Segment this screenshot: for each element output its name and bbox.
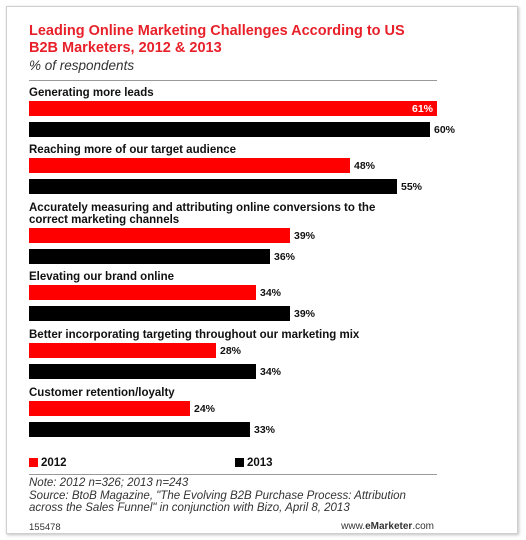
chart-frame	[6, 6, 518, 534]
value-label-2012: 34%	[260, 287, 282, 299]
bar-chart: Generating more leads 61%60% Reaching more…	[29, 87, 456, 437]
value-label-2013: 33%	[254, 424, 276, 436]
legend-item-2012: 2012	[29, 457, 67, 469]
value-label-2013: 39%	[294, 308, 316, 320]
legend-label-2012: 2012	[41, 457, 67, 469]
value-label-2013: 34%	[260, 366, 282, 378]
value-label-2013: 36%	[274, 251, 296, 263]
category-label: Customer retention/loyalty	[29, 387, 175, 399]
value-label-2012: 61%	[412, 103, 434, 115]
bottom-divider	[29, 474, 437, 475]
value-label-2012: 24%	[194, 403, 216, 415]
category-label: Better incorporating targeting throughou…	[29, 329, 360, 341]
bar-2012	[29, 343, 216, 358]
chart-id: 155478	[29, 522, 61, 533]
category-label: correct marketing channels	[29, 214, 179, 226]
value-label-2012: 28%	[220, 345, 242, 357]
bar-2013	[29, 122, 430, 137]
top-divider	[29, 80, 437, 81]
chart-legend: 2012 2013	[29, 457, 279, 471]
chart-title-line-2: B2B Marketers, 2012 & 2013	[29, 40, 222, 56]
note-source-line-1: Source: BtoB Magazine, "The Evolving B2B…	[29, 489, 406, 502]
chart-subtitle: % of respondents	[29, 58, 135, 73]
value-label-2012: 39%	[294, 230, 316, 242]
category-label: Reaching more of our target audience	[29, 144, 236, 156]
legend-label-2013: 2013	[247, 457, 273, 469]
bar-2013	[29, 364, 256, 379]
bar-2012	[29, 285, 256, 300]
bar-2013	[29, 306, 290, 321]
category-label: Accurately measuring and attributing onl…	[29, 202, 375, 214]
value-label-2013: 60%	[434, 124, 456, 136]
bar-2012	[29, 158, 350, 173]
site-credit: www.eMarketer.com	[341, 521, 434, 532]
bar-2013	[29, 249, 270, 264]
note-sample-size: Note: 2012 n=326; 2013 n=243	[29, 477, 189, 489]
legend-item-2013: 2013	[235, 457, 273, 469]
legend-swatch-2012	[29, 458, 38, 467]
category-label: Generating more leads	[29, 87, 154, 99]
value-label-2012: 48%	[354, 160, 376, 172]
note-source-line-2: across the Sales Funnel" in conjunction …	[29, 502, 350, 514]
bar-2012	[29, 228, 290, 243]
value-label-2013: 55%	[401, 181, 423, 193]
category-label: Elevating our brand online	[29, 271, 174, 283]
legend-swatch-2013	[235, 458, 244, 467]
site-prefix: www.	[341, 521, 366, 532]
bar-2012	[29, 101, 437, 116]
site-brand: eMarketer	[365, 521, 413, 532]
chart-notes: Note: 2012 n=326; 2013 n=243 Source: Bto…	[29, 477, 469, 515]
chart-title-line-1: Leading Online Marketing Challenges Acco…	[29, 23, 405, 39]
bar-2012	[29, 401, 190, 416]
bar-2013	[29, 179, 397, 194]
bar-2013	[29, 422, 250, 437]
chart-title: Leading Online Marketing Challenges Acco…	[29, 23, 469, 57]
site-suffix: .com	[412, 521, 434, 532]
